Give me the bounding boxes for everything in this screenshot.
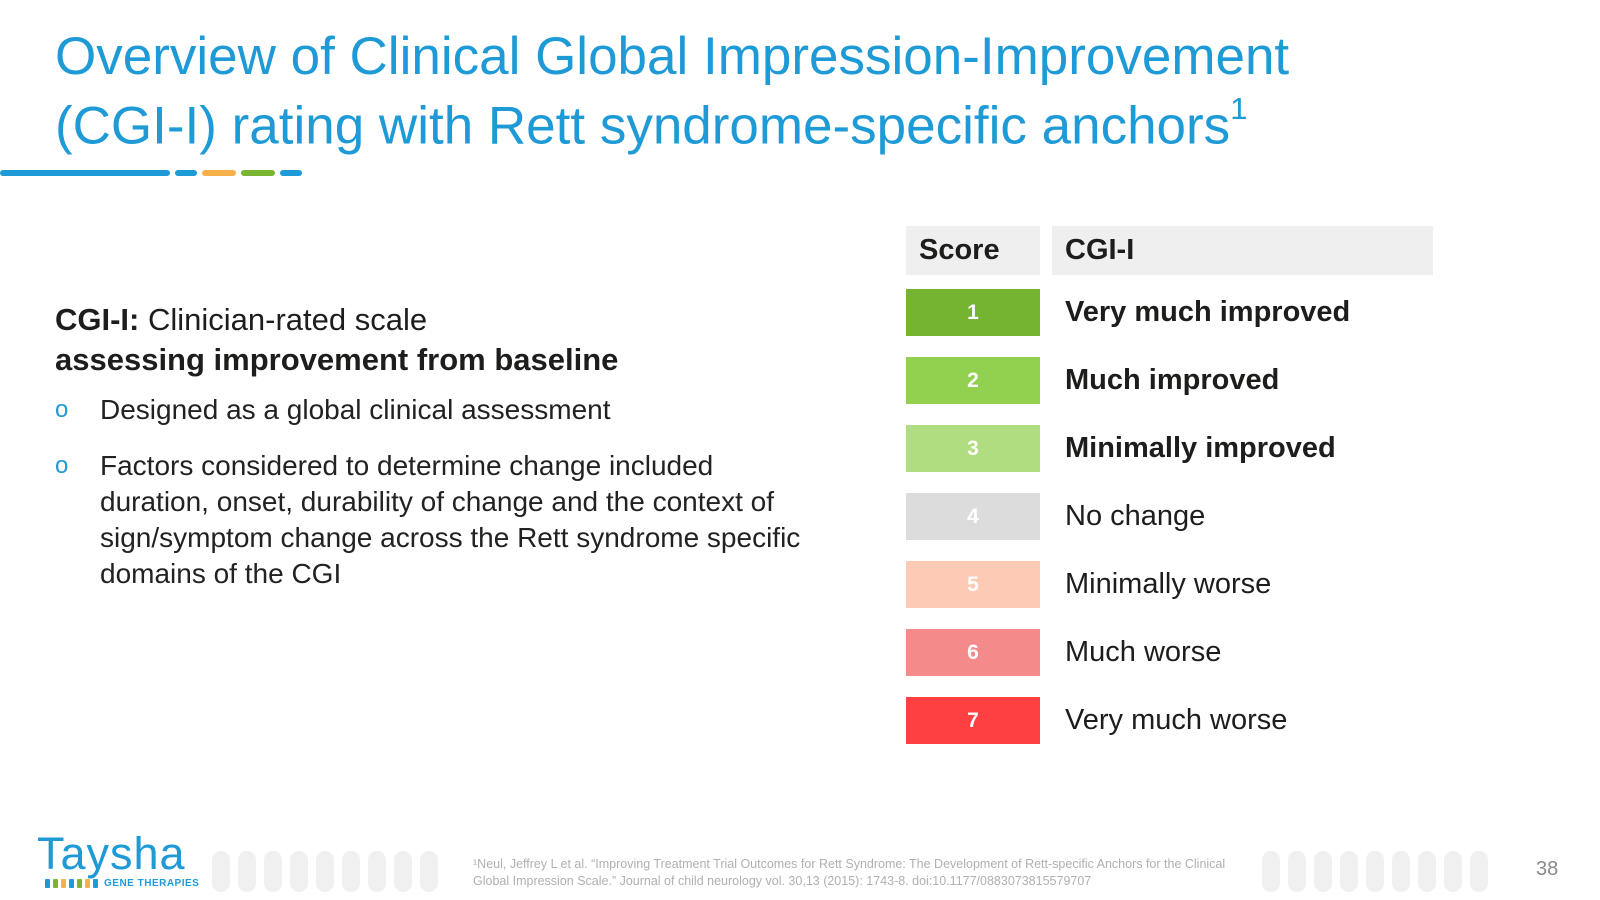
- page-number: 38: [1536, 858, 1559, 880]
- score-label-5: Minimally worse: [1065, 568, 1272, 600]
- decorative-pill: [394, 851, 412, 892]
- decorative-pill: [342, 851, 360, 892]
- decorative-pill: [1366, 851, 1384, 892]
- decorative-pill: [1340, 851, 1358, 892]
- intro-term: CGI-I:: [55, 302, 140, 337]
- score-label-7: Very much worse: [1065, 704, 1288, 736]
- score-cell-6: 6: [906, 629, 1040, 676]
- decorative-pill: [1418, 851, 1436, 892]
- logo-bar: [53, 879, 58, 888]
- list-item: o Designed as a global clinical assessme…: [55, 392, 815, 428]
- description-panel: CGI-I: Clinician-rated scale assessing i…: [55, 300, 815, 612]
- score-cell-1: 1: [906, 289, 1040, 336]
- decorative-pill: [316, 851, 334, 892]
- decorative-pill: [1314, 851, 1332, 892]
- score-label-1: Very much improved: [1065, 296, 1351, 328]
- score-cell-2: 2: [906, 357, 1040, 404]
- decorative-pill-strip-left: [212, 851, 444, 892]
- circle-bullet-icon: o: [55, 452, 69, 479]
- title-footnote-marker: 1: [1230, 91, 1248, 126]
- decorative-pill: [1262, 851, 1280, 892]
- logo-bar: [69, 879, 74, 888]
- accent-bar-long: [0, 170, 170, 176]
- title-line-2: (CGI-I) rating with Rett syndrome-specif…: [55, 96, 1231, 156]
- score-label-4: No change: [1065, 500, 1206, 532]
- bullet-text: Designed as a global clinical assessment: [100, 394, 611, 425]
- logo-bar: [85, 879, 90, 888]
- logo-bar: [61, 879, 66, 888]
- logo-bar: [77, 879, 82, 888]
- reference-footnote: ¹Neul, Jeffrey L et al. “Improving Treat…: [473, 857, 1226, 888]
- accent-bar-green: [241, 170, 275, 176]
- logo-bars-icon: [45, 879, 101, 888]
- decorative-pill: [1288, 851, 1306, 892]
- intro-description: Clinician-rated scale: [139, 302, 428, 337]
- decorative-pill: [420, 851, 438, 892]
- decorative-pill: [212, 851, 230, 892]
- score-label-3: Minimally improved: [1065, 432, 1336, 464]
- decorative-pill-strip-right: [1262, 851, 1494, 892]
- bullet-list: o Designed as a global clinical assessme…: [55, 392, 815, 592]
- cgi-column-header: CGI-I: [1052, 226, 1433, 275]
- intro-text: CGI-I: Clinician-rated scale assessing i…: [55, 300, 815, 380]
- score-cell-3: 3: [906, 425, 1040, 472]
- logo-subtitle: GENE THERAPIES: [104, 878, 200, 889]
- decorative-pill: [1470, 851, 1488, 892]
- accent-bar-blue: [175, 170, 197, 176]
- decorative-pill: [238, 851, 256, 892]
- circle-bullet-icon: o: [55, 396, 69, 423]
- slide-title: Overview of Clinical Global Impression-I…: [55, 28, 1289, 156]
- logo-bar: [93, 879, 98, 888]
- intro-bold-text: assessing improvement from baseline: [55, 342, 619, 377]
- taysha-logo: Taysha GENE THERAPIES: [37, 830, 207, 890]
- score-column-header: Score: [906, 226, 1040, 275]
- list-item: o Factors considered to determine change…: [55, 448, 815, 592]
- decorative-pill: [368, 851, 386, 892]
- score-cell-7: 7: [906, 697, 1040, 744]
- accent-bar-orange: [202, 170, 236, 176]
- score-label-6: Much worse: [1065, 636, 1222, 668]
- bullet-text: Factors considered to determine change i…: [100, 450, 801, 589]
- title-line-1: Overview of Clinical Global Impression-I…: [55, 27, 1290, 86]
- score-label-2: Much improved: [1065, 364, 1280, 396]
- decorative-pill: [290, 851, 308, 892]
- logo-bar: [45, 879, 50, 888]
- decorative-pill: [1392, 851, 1410, 892]
- score-cell-4: 4: [906, 493, 1040, 540]
- score-cell-5: 5: [906, 561, 1040, 608]
- decorative-pill: [264, 851, 282, 892]
- accent-bar-blue-end: [280, 170, 302, 176]
- decorative-pill: [1444, 851, 1462, 892]
- logo-wordmark: Taysha: [37, 828, 186, 879]
